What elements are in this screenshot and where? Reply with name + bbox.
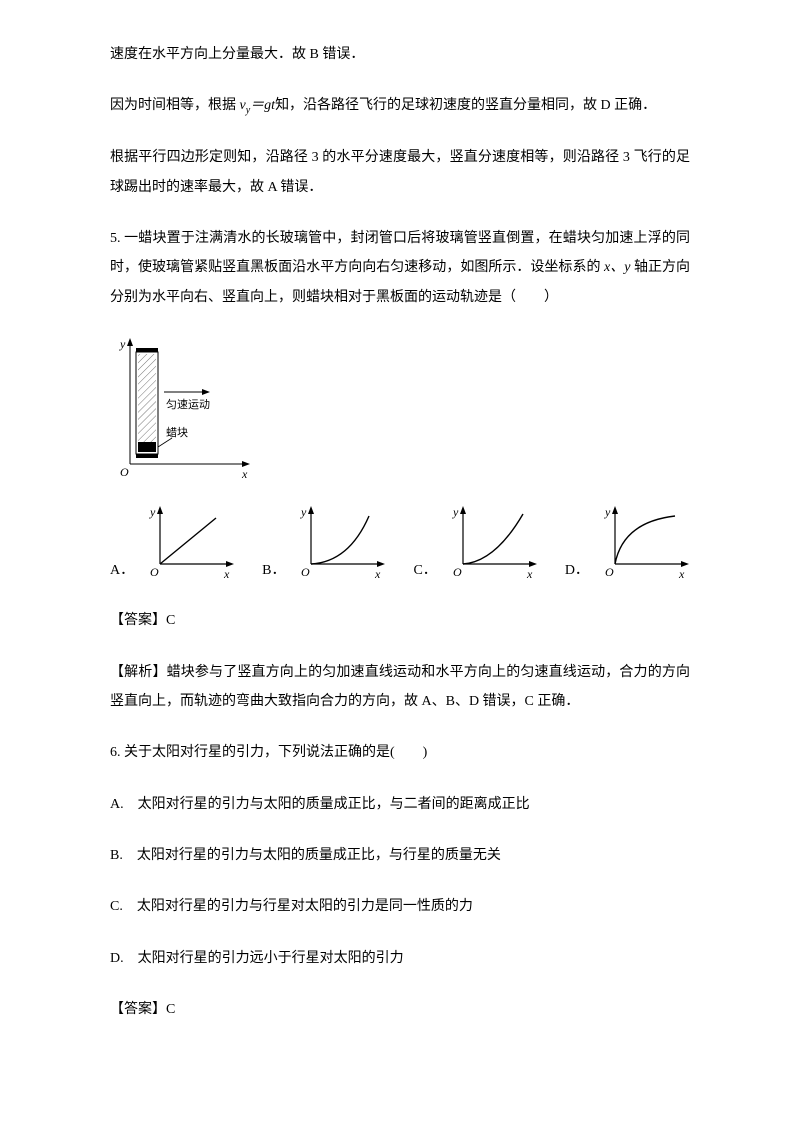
axis-x: x xyxy=(678,567,685,581)
axis-x: x xyxy=(374,567,381,581)
axis-y: y xyxy=(149,505,156,519)
option-a: A． y x O xyxy=(110,504,238,584)
option-label: D． xyxy=(565,564,593,584)
origin: O xyxy=(150,565,159,579)
curve xyxy=(160,518,216,564)
option-b: B． y x O xyxy=(262,504,389,584)
var-xy: x、y xyxy=(604,260,630,275)
option-label: B． xyxy=(262,564,289,584)
text-fragment: 知，沿各路径飞行的足球初速度的竖直分量相同，故 D 正确． xyxy=(275,98,656,113)
option-6b: B. 太阳对行星的引力与太阳的质量成正比，与行星的质量无关 xyxy=(110,841,690,870)
curve xyxy=(615,516,675,564)
axis-x-label: x xyxy=(241,467,248,481)
origin: O xyxy=(453,565,462,579)
paragraph: 因为时间相等，根据 vy＝gt知，沿各路径飞行的足球初速度的竖直分量相同，故 D… xyxy=(110,91,690,121)
option-a-graph: y x O xyxy=(138,504,238,584)
option-d-graph: y x O xyxy=(593,504,693,584)
option-d: D． y x O xyxy=(565,504,693,584)
wax-label: 蜡块 xyxy=(166,426,188,439)
option-6d: D. 太阳对行星的引力远小于行星对太阳的引力 xyxy=(110,944,690,973)
axis-y: y xyxy=(300,505,307,519)
axis-y-label: y xyxy=(119,337,126,351)
option-6a: A. 太阳对行星的引力与太阳的质量成正比，与二者间的距离成正比 xyxy=(110,790,690,819)
axis-y: y xyxy=(604,505,611,519)
option-6c: C. 太阳对行星的引力与行星对太阳的引力是同一性质的力 xyxy=(110,892,690,921)
paragraph: 根据平行四边形定则知，沿路径 3 的水平分速度最大，竖直分速度相等，则沿路径 3… xyxy=(110,143,690,202)
motion-label: 匀速运动 xyxy=(166,398,210,411)
origin-label: O xyxy=(120,465,129,479)
tube-figure: y x O 匀速运动 xyxy=(110,334,690,484)
option-b-graph: y x O xyxy=(289,504,389,584)
origin: O xyxy=(301,565,310,579)
explanation-5: 【解析】蜡块参与了竖直方向上的匀加速直线运动和水平方向上的匀速直线运动，合力的方… xyxy=(110,658,690,717)
answer-6: 【答案】C xyxy=(110,995,690,1024)
axis-x: x xyxy=(526,567,533,581)
answer-5: 【答案】C xyxy=(110,606,690,635)
curve xyxy=(463,514,523,564)
options-row: A． y x O B． y x O xyxy=(110,504,690,584)
origin: O xyxy=(605,565,614,579)
axis-x: x xyxy=(223,567,230,581)
text-fragment: 因为时间相等，根据 xyxy=(110,98,240,113)
equation: ＝gt xyxy=(250,98,275,113)
document-page: 速度在水平方向上分量最大．故 B 错误． 因为时间相等，根据 vy＝gt知，沿各… xyxy=(0,0,800,1132)
question-6: 6. 关于太阳对行星的引力，下列说法正确的是( ) xyxy=(110,738,690,767)
option-label: C． xyxy=(413,564,440,584)
question-5: 5. 一蜡块置于注满清水的长玻璃管中，封闭管口后将玻璃管竖直倒置，在蜡块匀加速上… xyxy=(110,224,690,312)
paragraph: 速度在水平方向上分量最大．故 B 错误． xyxy=(110,40,690,69)
option-label: A． xyxy=(110,564,138,584)
option-c: C． y x O xyxy=(413,504,540,584)
tube-svg: y x O 匀速运动 xyxy=(110,334,270,484)
axis-y: y xyxy=(452,505,459,519)
curve xyxy=(311,516,369,564)
option-c-graph: y x O xyxy=(441,504,541,584)
